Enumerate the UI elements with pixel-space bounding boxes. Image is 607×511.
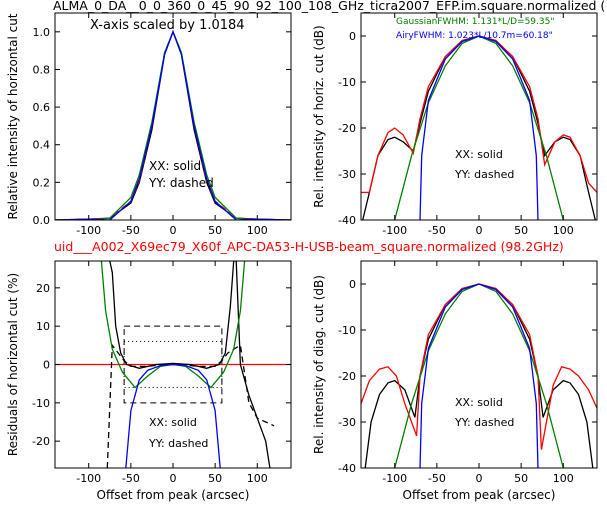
panel-top-right: -100 -50 0 50 100 0 -10 -20 -30 -40 Rel. intensity… bbox=[312, 12, 598, 237]
legend-gaussian: GaussianFWHM: 1.131*L/D=59.35" bbox=[396, 17, 554, 27]
y-tick-label: 10 bbox=[36, 320, 50, 333]
figure-title: ALMA_0_DA__0_0_360_0_45_90_92_100_108_GH… bbox=[53, 0, 605, 13]
panel-bottom-right-series-0 bbox=[364, 283, 594, 468]
y-tick-label: 0.6 bbox=[33, 101, 51, 114]
panel-top-left-series-0 bbox=[55, 29, 291, 220]
panel-top-left-series bbox=[55, 29, 291, 220]
plot-area: -100 -50 0 50 1000.00.20.40.60.81.0Relative … bbox=[6, 12, 598, 502]
x-tick-label: 0 bbox=[476, 472, 483, 485]
x-tick-label: 100 bbox=[553, 224, 574, 237]
panel-bottom-left-series-4 bbox=[125, 363, 221, 468]
x-tick-label: 0 bbox=[476, 224, 483, 237]
y-tick-label: -40 bbox=[338, 214, 356, 227]
x-tick-label: 50 bbox=[208, 224, 222, 237]
panel-bottom-right-series bbox=[361, 283, 597, 468]
y-tick-label: -10 bbox=[32, 397, 50, 410]
panel-bottom-left-xlabel: Offset from peak (arcsec) bbox=[97, 488, 250, 502]
y-tick-label: 20 bbox=[36, 282, 50, 295]
y-tick-label: 0.8 bbox=[33, 63, 51, 76]
x-tick-label: -50 bbox=[428, 472, 446, 485]
mid-title: uid___A002_X69ec79_X60f_APC-DA53-H-USB-b… bbox=[54, 239, 564, 254]
panel-bottom-left-series-3 bbox=[100, 261, 246, 389]
y-tick-label: -20 bbox=[338, 122, 356, 135]
x-tick-label: 100 bbox=[247, 224, 268, 237]
legend-airy: AiryFWHM: 1.023*L/10.7m=60.18" bbox=[396, 31, 553, 41]
p2-xx-label: XX: solid bbox=[455, 148, 503, 161]
p1-yy-label: YY: dashed bbox=[148, 176, 214, 190]
panel-bottom-right-ylabel: Rel. intensity of diag. cut (dB) bbox=[312, 275, 326, 454]
y-tick-label: -20 bbox=[338, 370, 356, 383]
y-tick-label: -40 bbox=[338, 462, 356, 475]
panel-top-right-series-2 bbox=[394, 35, 564, 220]
x-tick-label: -100 bbox=[382, 472, 407, 485]
panel-bottom-right-series-3 bbox=[419, 283, 539, 468]
panel-bottom-right-frame bbox=[360, 260, 598, 469]
x-tick-label: -100 bbox=[382, 224, 407, 237]
x-tick-label: -100 bbox=[76, 472, 101, 485]
x-tick-label: 100 bbox=[247, 472, 268, 485]
panel-top-left-ylabel: Relative intensity of horizontal cut bbox=[6, 13, 20, 219]
x-tick-label: 0 bbox=[170, 224, 177, 237]
x-tick-label: 50 bbox=[208, 472, 222, 485]
panel-bottom-right: -100 -50 0 50 100 0 -10 -20 -30 -40 Rel. intensity… bbox=[312, 260, 598, 502]
p3-yy-label: YY: dashed bbox=[148, 437, 208, 450]
panel-top-right-ylabel: Rel. intensity of horiz. cut (dB) bbox=[312, 25, 326, 207]
x-tick-label: 100 bbox=[553, 472, 574, 485]
x-tick-label: -50 bbox=[428, 224, 446, 237]
y-tick-label: 0.0 bbox=[33, 214, 51, 227]
p2-yy-label: YY: dashed bbox=[454, 168, 514, 181]
panel-top-right-series-0 bbox=[362, 35, 596, 220]
y-tick-label: -30 bbox=[338, 168, 356, 181]
panel-top-right-series bbox=[361, 35, 597, 220]
panel-bottom-right-series-2 bbox=[394, 283, 564, 468]
panel-top-left-series-1 bbox=[55, 30, 291, 220]
panel-top-left: -100 -50 0 50 100 0.0 0.2 0.4 0.6 0.8 1.0 Relative … bbox=[6, 12, 292, 237]
panel-bottom-right-xlabel: Offset from peak (arcsec) bbox=[403, 488, 556, 502]
y-tick-label: 0.2 bbox=[33, 176, 51, 189]
p3-xx-label: XX: solid bbox=[149, 416, 197, 429]
x-tick-label: -50 bbox=[122, 224, 140, 237]
y-tick-label: 0.4 bbox=[33, 139, 51, 152]
panel-bottom-left-series-2 bbox=[106, 343, 275, 468]
x-tick-label: 0 bbox=[170, 472, 177, 485]
y-tick-label: 0 bbox=[349, 278, 356, 291]
panel-top-right-series-3 bbox=[419, 35, 539, 220]
p4-xx-label: XX: solid bbox=[455, 396, 503, 409]
panel-bottom-left-series bbox=[55, 261, 291, 468]
panel-top-left-series-2 bbox=[55, 30, 291, 220]
panel-bottom-left-ylabel: Residuals of horizontal cut (%) bbox=[6, 273, 20, 456]
x-tick-label: -100 bbox=[76, 224, 101, 237]
y-tick-label: -30 bbox=[338, 416, 356, 429]
scale-note: X-axis scaled by 1.0184 bbox=[90, 18, 245, 33]
p1-xx-label: XX: solid bbox=[149, 159, 201, 173]
y-tick-label: 0 bbox=[43, 359, 50, 372]
y-tick-label: -20 bbox=[32, 435, 50, 448]
x-tick-label: -50 bbox=[122, 472, 140, 485]
y-tick-label: -10 bbox=[338, 324, 356, 337]
y-tick-label: 0 bbox=[349, 30, 356, 43]
y-tick-label: -10 bbox=[338, 76, 356, 89]
panel-top-right-frame bbox=[360, 12, 598, 221]
panel-top-left-series-3 bbox=[55, 29, 291, 220]
y-tick-label: 1.0 bbox=[33, 26, 51, 39]
p4-yy-label: YY: dashed bbox=[454, 416, 514, 429]
x-tick-label: 50 bbox=[514, 224, 528, 237]
x-tick-label: 50 bbox=[514, 472, 528, 485]
